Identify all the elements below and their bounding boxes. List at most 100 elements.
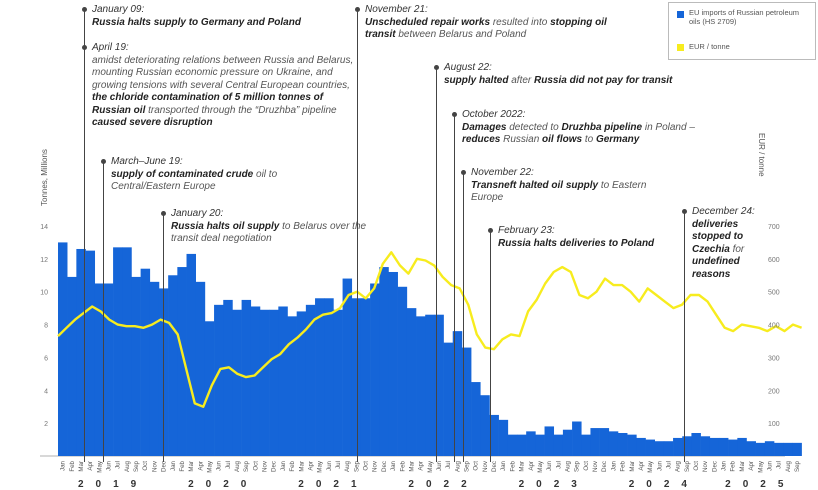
annotation-date: February 23: — [498, 225, 555, 236]
bar-series — [58, 242, 802, 456]
month-label: Sep — [574, 460, 581, 472]
month-label: Jun — [105, 460, 112, 471]
annotation-date: December 24: — [692, 206, 755, 217]
month-label: Jun — [326, 460, 333, 471]
month-label: Mar — [739, 461, 746, 472]
month-label: Aug — [124, 460, 131, 472]
month-label: May — [317, 460, 324, 473]
annotation-date: April 19: — [92, 42, 129, 53]
month-label: Nov — [702, 460, 709, 472]
month-label: May — [427, 460, 434, 473]
month-label: Feb — [69, 460, 76, 471]
bar — [709, 437, 720, 456]
month-label: Sep — [243, 460, 250, 472]
bar — [443, 342, 454, 456]
right-tick-label: 500 — [768, 290, 780, 297]
annotation-dot — [487, 227, 493, 233]
bar — [278, 306, 288, 456]
month-label: Dec — [381, 461, 388, 472]
month-label: Mar — [629, 461, 636, 472]
annotation: August 22: supply halted after Russia did… — [444, 62, 704, 87]
bar — [406, 308, 417, 456]
month-label: Feb — [289, 460, 296, 471]
annotation-dot — [160, 210, 166, 216]
annotation-text: amidst deteriorating relations between R… — [92, 54, 354, 129]
annotation-text: Damages detected to Druzhba pipeline in … — [462, 121, 695, 146]
month-label: Dec — [491, 461, 498, 472]
year-label: 2022 — [408, 479, 478, 490]
bar — [562, 429, 573, 456]
month-label: Dec — [711, 461, 718, 472]
bar — [682, 436, 692, 456]
bar — [581, 434, 591, 456]
bar — [250, 306, 261, 456]
bar — [480, 395, 490, 456]
month-label: Jun — [216, 460, 223, 471]
month-label: Sep — [353, 460, 360, 472]
bar — [507, 434, 518, 456]
month-label: Feb — [179, 460, 186, 471]
annotation: March–June 19: supply of contaminated cru… — [111, 156, 281, 194]
annotation-text: supply halted after Russia did not pay f… — [444, 74, 673, 86]
annotation-line — [84, 47, 85, 462]
month-label: Apr — [638, 461, 645, 471]
bar — [535, 434, 545, 456]
annotation-text: deliveries stopped to Czechia for undefi… — [692, 218, 745, 280]
annotation-text: Russia halts deliveries to Poland — [498, 237, 655, 249]
left-tick-label: 14 — [40, 224, 48, 231]
legend-swatch-imports — [677, 11, 684, 18]
month-label: Jun — [656, 460, 663, 471]
month-label: Apr — [418, 461, 425, 471]
annotation-line — [454, 114, 455, 462]
month-label: Mar — [408, 461, 415, 472]
bar — [737, 437, 747, 456]
month-label: Nov — [482, 460, 489, 472]
annotation-dot — [100, 158, 106, 164]
bar — [416, 316, 426, 456]
month-label: Feb — [399, 460, 406, 471]
month-label: Aug — [564, 460, 571, 472]
bar — [76, 248, 86, 456]
bar — [471, 382, 481, 456]
bar — [663, 441, 674, 456]
year-label: 2025 — [725, 479, 795, 490]
bar — [755, 442, 766, 456]
annotation: February 23: Russia halts deliveries to P… — [498, 225, 748, 250]
month-label: Jun — [766, 460, 773, 471]
month-label: Jan — [610, 460, 617, 471]
left-tick-label: 10 — [40, 290, 48, 297]
month-label: Oct — [142, 461, 149, 471]
bar — [452, 331, 463, 456]
bar — [259, 309, 270, 456]
annotation-text: supply of contaminated crude oil to Cent… — [111, 168, 278, 193]
month-label: Jun — [436, 460, 443, 471]
annotation: November 22: Transneft halted oil supply … — [471, 167, 671, 205]
annotation-date: August 22: — [444, 62, 492, 73]
bar — [691, 432, 701, 456]
left-tick-label: 8 — [44, 323, 48, 330]
bar — [388, 271, 398, 456]
month-label: Aug — [675, 460, 682, 472]
bar — [498, 419, 509, 456]
bar — [168, 275, 178, 456]
annotation: April 19: amidst deteriorating relations … — [92, 42, 354, 130]
month-label: Jul — [776, 461, 783, 469]
month-label: Mar — [78, 461, 85, 472]
month-label: Oct — [363, 461, 370, 471]
annotation-line — [684, 211, 685, 462]
annotation-line — [357, 9, 358, 462]
right-axis-title: EUR / tonne — [757, 133, 766, 177]
month-label: Mar — [188, 461, 195, 472]
bar — [774, 442, 784, 456]
annotation-line — [163, 213, 164, 462]
month-label: Apr — [528, 461, 535, 471]
bar — [195, 281, 206, 456]
month-label: Nov — [592, 460, 599, 472]
annotation: December 24: deliveries stopped to Czechi… — [692, 206, 764, 281]
bar — [434, 314, 444, 456]
bar — [351, 298, 362, 456]
bar — [58, 242, 68, 456]
price-line — [57, 251, 803, 408]
bar — [617, 432, 628, 456]
